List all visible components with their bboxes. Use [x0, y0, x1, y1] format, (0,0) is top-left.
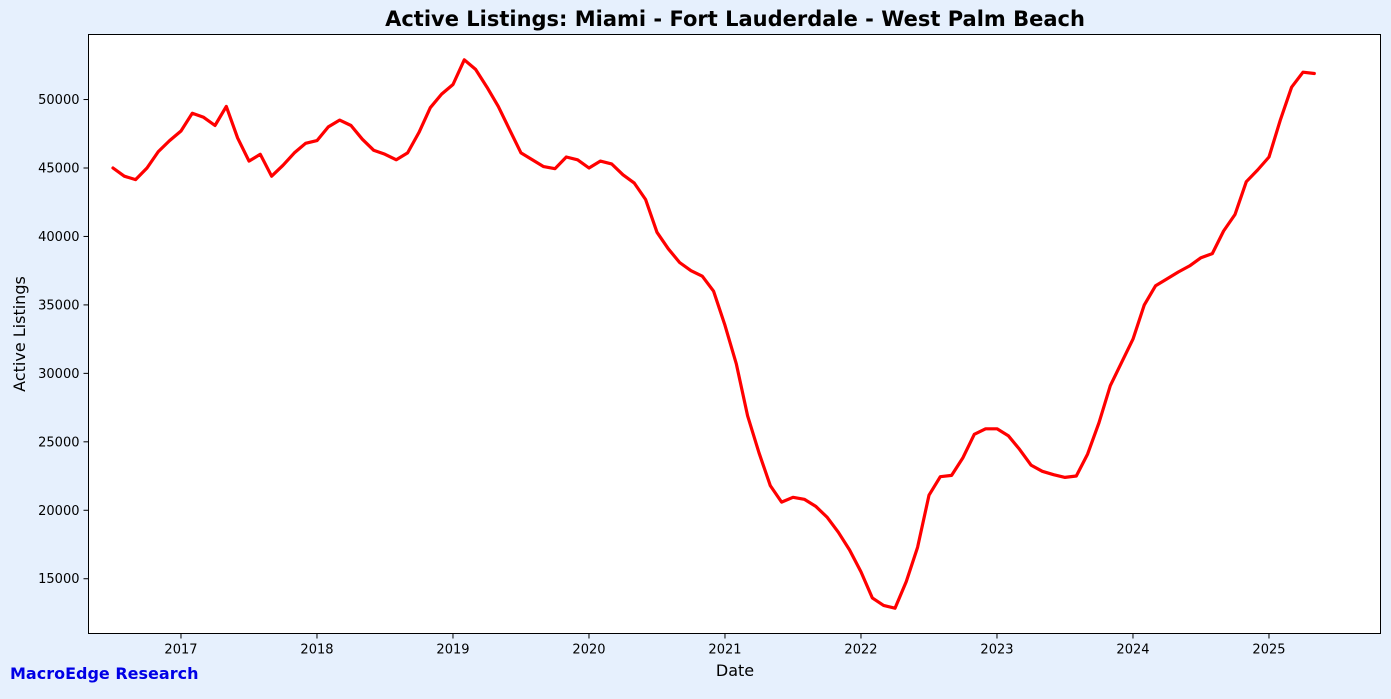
chart-title: Active Listings: Miami - Fort Lauderdale… — [385, 7, 1085, 31]
x-tick-label: 2024 — [1116, 643, 1149, 658]
y-tick-label: 15000 — [38, 572, 79, 587]
x-tick-label: 2019 — [436, 643, 469, 658]
watermark: MacroEdge Research — [10, 664, 199, 683]
y-axis-label: Active Listings — [10, 276, 29, 392]
x-tick-label: 2023 — [980, 643, 1013, 658]
y-tick-label: 35000 — [38, 298, 79, 313]
y-tick-label: 20000 — [38, 504, 79, 519]
y-tick-label: 40000 — [38, 230, 79, 245]
x-tick-label: 2021 — [708, 643, 741, 658]
x-tick-label: 2020 — [572, 643, 605, 658]
plot-area — [88, 34, 1381, 634]
y-tick-label: 45000 — [38, 161, 79, 176]
series-line — [111, 58, 1316, 610]
y-axis: 15000 20000 25000 30000 35000 40000 45000 50000 — [38, 93, 89, 587]
x-axis-label: Date — [716, 661, 754, 680]
y-tick-label: 25000 — [38, 435, 79, 450]
x-tick-label: 2025 — [1252, 643, 1285, 658]
y-tick-label: 30000 — [38, 367, 79, 382]
x-tick-label: 2017 — [164, 643, 197, 658]
x-tick-label: 2022 — [844, 643, 877, 658]
y-tick-label: 50000 — [38, 93, 79, 108]
x-axis: 2017 2018 2019 2020 2021 2022 2023 2024 2025 — [164, 633, 1286, 658]
x-tick-label: 2018 — [300, 643, 333, 658]
